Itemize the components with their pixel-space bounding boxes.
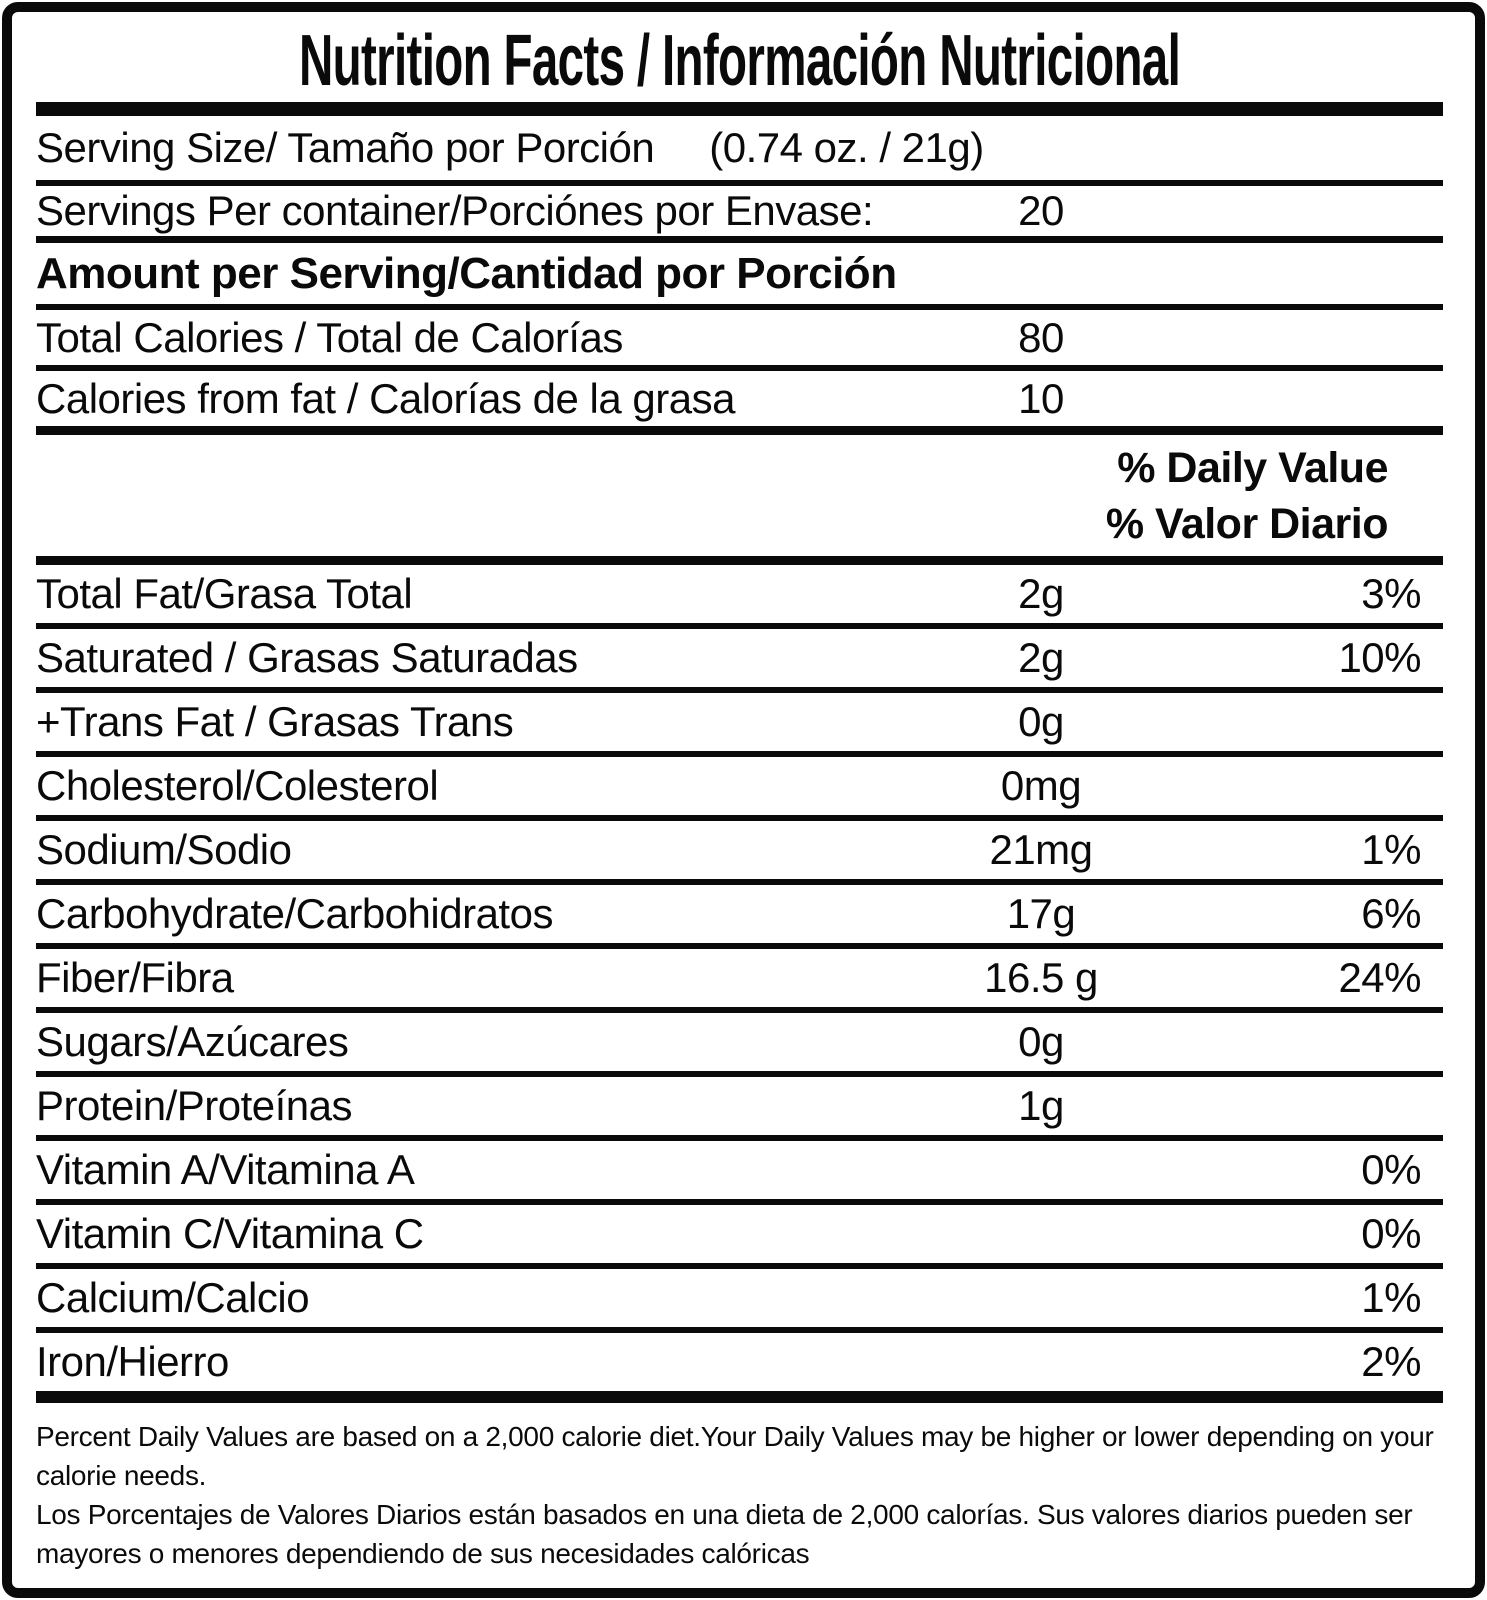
footnote-spanish: Los Porcentajes de Valores Diarios están… xyxy=(36,1499,1413,1569)
nutrient-label: Sugars/Azúcares xyxy=(36,1018,349,1065)
label-title-text: Nutrition Facts / Información Nutriciona… xyxy=(298,21,1181,101)
nutrient-label: Cholesterol/Colesterol xyxy=(36,762,439,809)
nutrient-amount: 21mg xyxy=(989,826,1093,873)
nutrient-row-carbohydrate: Carbohydrate/Carbohidratos 17g 6% xyxy=(36,885,1443,949)
nutrient-daily-value: 1% xyxy=(1361,826,1421,873)
nutrient-label: Fiber/Fibra xyxy=(36,954,234,1001)
nutrient-amount: 2g xyxy=(1018,570,1064,617)
total-calories-value: 80 xyxy=(1018,313,1064,361)
serving-size-label: Serving Size/ Tamaño por Porción xyxy=(36,124,655,171)
servings-per-container-label: Servings Per container/Porciónes por Env… xyxy=(36,187,874,234)
nutrient-row-cholesterol: Cholesterol/Colesterol 0mg xyxy=(36,757,1443,821)
nutrient-row-fiber: Fiber/Fibra 16.5 g 24% xyxy=(36,949,1443,1013)
nutrient-label: +Trans Fat / Grasas Trans xyxy=(36,698,514,745)
footnote-english: Percent Daily Values are based on a 2,00… xyxy=(36,1421,1434,1491)
nutrient-row-saturated-fat: Saturated / Grasas Saturadas 2g 10% xyxy=(36,629,1443,693)
servings-per-container-row: Servings Per container/Porciónes por Env… xyxy=(36,186,1443,243)
nutrient-label: Calcium/Calcio xyxy=(36,1274,310,1321)
nutrient-label: Carbohydrate/Carbohidratos xyxy=(36,890,553,937)
nutrient-amount: 16.5 g xyxy=(984,954,1098,1001)
label-title: Nutrition Facts / Información Nutriciona… xyxy=(36,20,1443,102)
nutrient-label: Vitamin C/Vitamina C xyxy=(36,1210,424,1257)
nutrient-label: Iron/Hierro xyxy=(36,1338,229,1385)
total-calories-label: Total Calories / Total de Calorías xyxy=(36,313,623,361)
daily-value-header: % Daily Value % Valor Diario xyxy=(36,435,1443,565)
amount-per-serving-header: Amount per Serving/Cantidad por Porción xyxy=(36,243,1443,310)
nutrient-amount: 0g xyxy=(1018,698,1064,745)
nutrient-row-total-fat: Total Fat/Grasa Total 2g 3% xyxy=(36,565,1443,629)
serving-size-row: Serving Size/ Tamaño por Porción (0.74 o… xyxy=(36,116,1443,186)
serving-size-value: (0.74 oz. / 21g) xyxy=(709,124,984,171)
daily-value-header-spanish: % Valor Diario xyxy=(1105,499,1389,548)
nutrient-row-vitamin-c: Vitamin C/Vitamina C 0% xyxy=(36,1205,1443,1269)
nutrient-row-trans-fat: +Trans Fat / Grasas Trans 0g xyxy=(36,693,1443,757)
calories-from-fat-row: Calories from fat / Calorías de la grasa… xyxy=(36,371,1443,435)
nutrient-amount: 17g xyxy=(1006,890,1076,937)
nutrient-row-sugars: Sugars/Azúcares 0g xyxy=(36,1013,1443,1077)
nutrient-daily-value: 0% xyxy=(1361,1210,1421,1257)
nutrient-amount: 2g xyxy=(1018,634,1064,681)
nutrient-daily-value: 0% xyxy=(1361,1146,1421,1193)
nutrient-daily-value: 1% xyxy=(1361,1274,1421,1321)
nutrient-label: Vitamin A/Vitamina A xyxy=(36,1146,415,1193)
nutrient-amount: 1g xyxy=(1018,1082,1064,1129)
nutrient-row-iron: Iron/Hierro 2% xyxy=(36,1333,1443,1403)
nutrient-row-protein: Protein/Proteínas 1g xyxy=(36,1077,1443,1141)
nutrient-amount: 0mg xyxy=(1000,762,1082,809)
title-separator-bar xyxy=(36,102,1443,116)
nutrient-row-vitamin-a: Vitamin A/Vitamina A 0% xyxy=(36,1141,1443,1205)
nutrient-daily-value: 24% xyxy=(1338,954,1421,1001)
nutrient-label: Protein/Proteínas xyxy=(36,1082,353,1129)
daily-value-header-english: % Daily Value xyxy=(1117,443,1388,492)
nutrient-daily-value: 10% xyxy=(1338,634,1421,681)
calories-from-fat-label: Calories from fat / Calorías de la grasa xyxy=(36,374,735,422)
nutrient-label: Total Fat/Grasa Total xyxy=(36,570,413,617)
nutrient-row-calcium: Calcium/Calcio 1% xyxy=(36,1269,1443,1333)
nutrient-label: Saturated / Grasas Saturadas xyxy=(36,634,578,681)
nutrient-daily-value: 6% xyxy=(1361,890,1421,937)
servings-per-container-value: 20 xyxy=(1018,187,1064,234)
nutrient-row-sodium: Sodium/Sodio 21mg 1% xyxy=(36,821,1443,885)
nutrient-amount: 0g xyxy=(1018,1018,1064,1065)
footnote: Percent Daily Values are based on a 2,00… xyxy=(36,1403,1443,1573)
nutrient-daily-value: 2% xyxy=(1361,1338,1421,1385)
amount-per-serving-text: Amount per Serving/Cantidad por Porción xyxy=(36,248,897,298)
nutrient-label: Sodium/Sodio xyxy=(36,826,292,873)
total-calories-row: Total Calories / Total de Calorías 80 xyxy=(36,310,1443,371)
calories-from-fat-value: 10 xyxy=(1018,374,1064,422)
nutrient-daily-value: 3% xyxy=(1361,570,1421,617)
